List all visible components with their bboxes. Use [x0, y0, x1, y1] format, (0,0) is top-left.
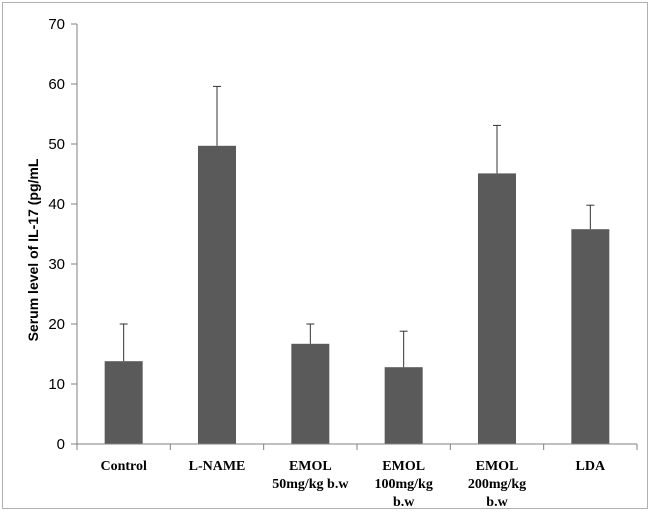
- y-tick-label: 70: [48, 16, 65, 33]
- x-category-label-line: EMOL: [289, 459, 332, 474]
- x-category-label: L-NAME: [189, 459, 246, 474]
- x-category-label-line: 50mg/kg b.w: [272, 477, 349, 492]
- y-tick-label: 0: [57, 436, 65, 453]
- y-axis: 0 10 20 30 40 50 60 70: [48, 16, 78, 453]
- bar: [104, 361, 143, 444]
- x-category-label-line: EMOL: [382, 459, 425, 474]
- x-category-label: LDA: [576, 459, 606, 474]
- bars: [104, 85, 610, 445]
- x-category-label-line: b.w: [393, 495, 415, 510]
- x-axis: Control L-NAME EMOL 50mg/kg b.w EMOL 100mg/kg…: [76, 443, 638, 510]
- y-tick-label: 30: [48, 256, 65, 273]
- x-category-label-line: L-NAME: [189, 459, 246, 474]
- y-tick-label: 60: [48, 76, 65, 93]
- x-category-label: EMOL 200mg/kg b.w: [468, 459, 526, 510]
- bar: [478, 173, 516, 444]
- x-category-label: Control: [100, 459, 147, 474]
- x-category-label: EMOL 100mg/kg b.w: [374, 459, 432, 510]
- y-tick-label: 10: [48, 376, 65, 393]
- y-tick-label: 20: [48, 316, 65, 333]
- bar: [571, 229, 610, 444]
- x-category-label-line: LDA: [576, 459, 606, 474]
- x-category-label-line: b.w: [486, 495, 508, 510]
- y-tick-label: 40: [48, 196, 65, 213]
- x-category-label-line: EMOL: [476, 459, 519, 474]
- bar: [384, 367, 423, 444]
- bar: [198, 145, 236, 445]
- bar: [291, 343, 330, 444]
- x-category-label-line: 200mg/kg: [468, 477, 526, 492]
- x-category-label-line: 100mg/kg: [374, 477, 432, 492]
- y-tick-label: 50: [48, 136, 65, 153]
- y-axis-title: Serum level of IL-17 (pg/mL: [25, 158, 41, 341]
- x-category-label: EMOL 50mg/kg b.w: [272, 459, 349, 492]
- x-category-label-line: Control: [100, 459, 147, 474]
